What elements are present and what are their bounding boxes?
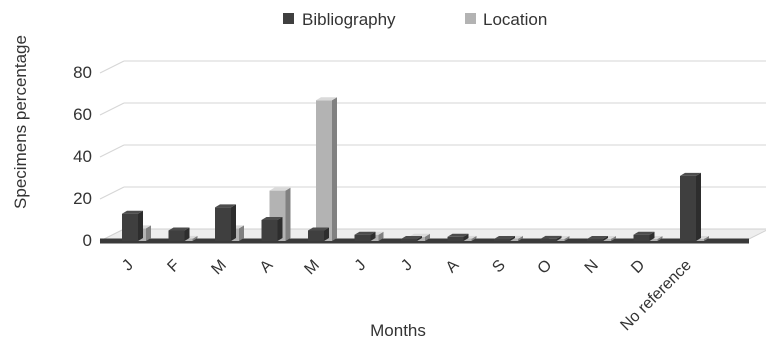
legend-swatch-bibliography	[283, 13, 294, 24]
bar-bibliography	[587, 236, 608, 241]
x-tick-label: N	[582, 257, 602, 277]
bar-bibliography	[494, 236, 515, 241]
gridline-side	[99, 144, 125, 158]
y-tick-label: 40	[73, 147, 92, 166]
y-tick-label: 60	[73, 105, 92, 124]
bar-bibliography	[633, 231, 655, 241]
legend-swatch-location	[465, 13, 476, 24]
x-tick-label: A	[443, 257, 463, 277]
gridlines	[99, 60, 766, 200]
bar-location	[316, 97, 337, 241]
x-tick-label: O	[535, 257, 556, 278]
bars	[122, 97, 709, 241]
chart-floor	[99, 228, 766, 244]
bar-bibliography	[447, 233, 469, 241]
x-tick-label: A	[257, 257, 277, 277]
bar-bibliography	[401, 236, 422, 241]
bar-bibliography	[540, 235, 562, 241]
y-tick-label: 20	[73, 189, 92, 208]
x-tick-label: M	[301, 257, 322, 278]
x-tick-label: D	[628, 257, 648, 277]
x-tick-label: J	[398, 257, 416, 275]
gridline-side	[99, 186, 125, 200]
y-axis-ticks: 0 20 40 60 80	[73, 63, 92, 250]
bar-bibliography	[122, 210, 143, 241]
bar-bibliography	[168, 227, 190, 241]
x-tick-label: S	[489, 257, 509, 277]
gridline-side	[99, 102, 125, 116]
y-tick-label: 80	[73, 63, 92, 82]
legend: Bibliography Location	[283, 10, 547, 29]
bar-bibliography	[261, 217, 283, 241]
x-tick-label: M	[208, 257, 229, 278]
x-tick-label: J	[352, 257, 370, 275]
bar-bibliography	[215, 204, 236, 241]
legend-label-location: Location	[483, 10, 547, 29]
legend-label-bibliography: Bibliography	[302, 10, 396, 29]
bar-bibliography	[354, 231, 376, 241]
y-axis-title: Specimens percentage	[11, 35, 30, 209]
bar-bibliography	[308, 227, 329, 241]
y-tick-label: 0	[83, 231, 92, 250]
bar-bibliography	[680, 172, 701, 241]
x-axis-title: Months	[370, 321, 426, 340]
x-tick-label: F	[164, 257, 183, 276]
x-tick-label: No reference	[617, 257, 694, 334]
gridline-side	[99, 60, 125, 74]
x-tick-label: J	[119, 257, 137, 275]
